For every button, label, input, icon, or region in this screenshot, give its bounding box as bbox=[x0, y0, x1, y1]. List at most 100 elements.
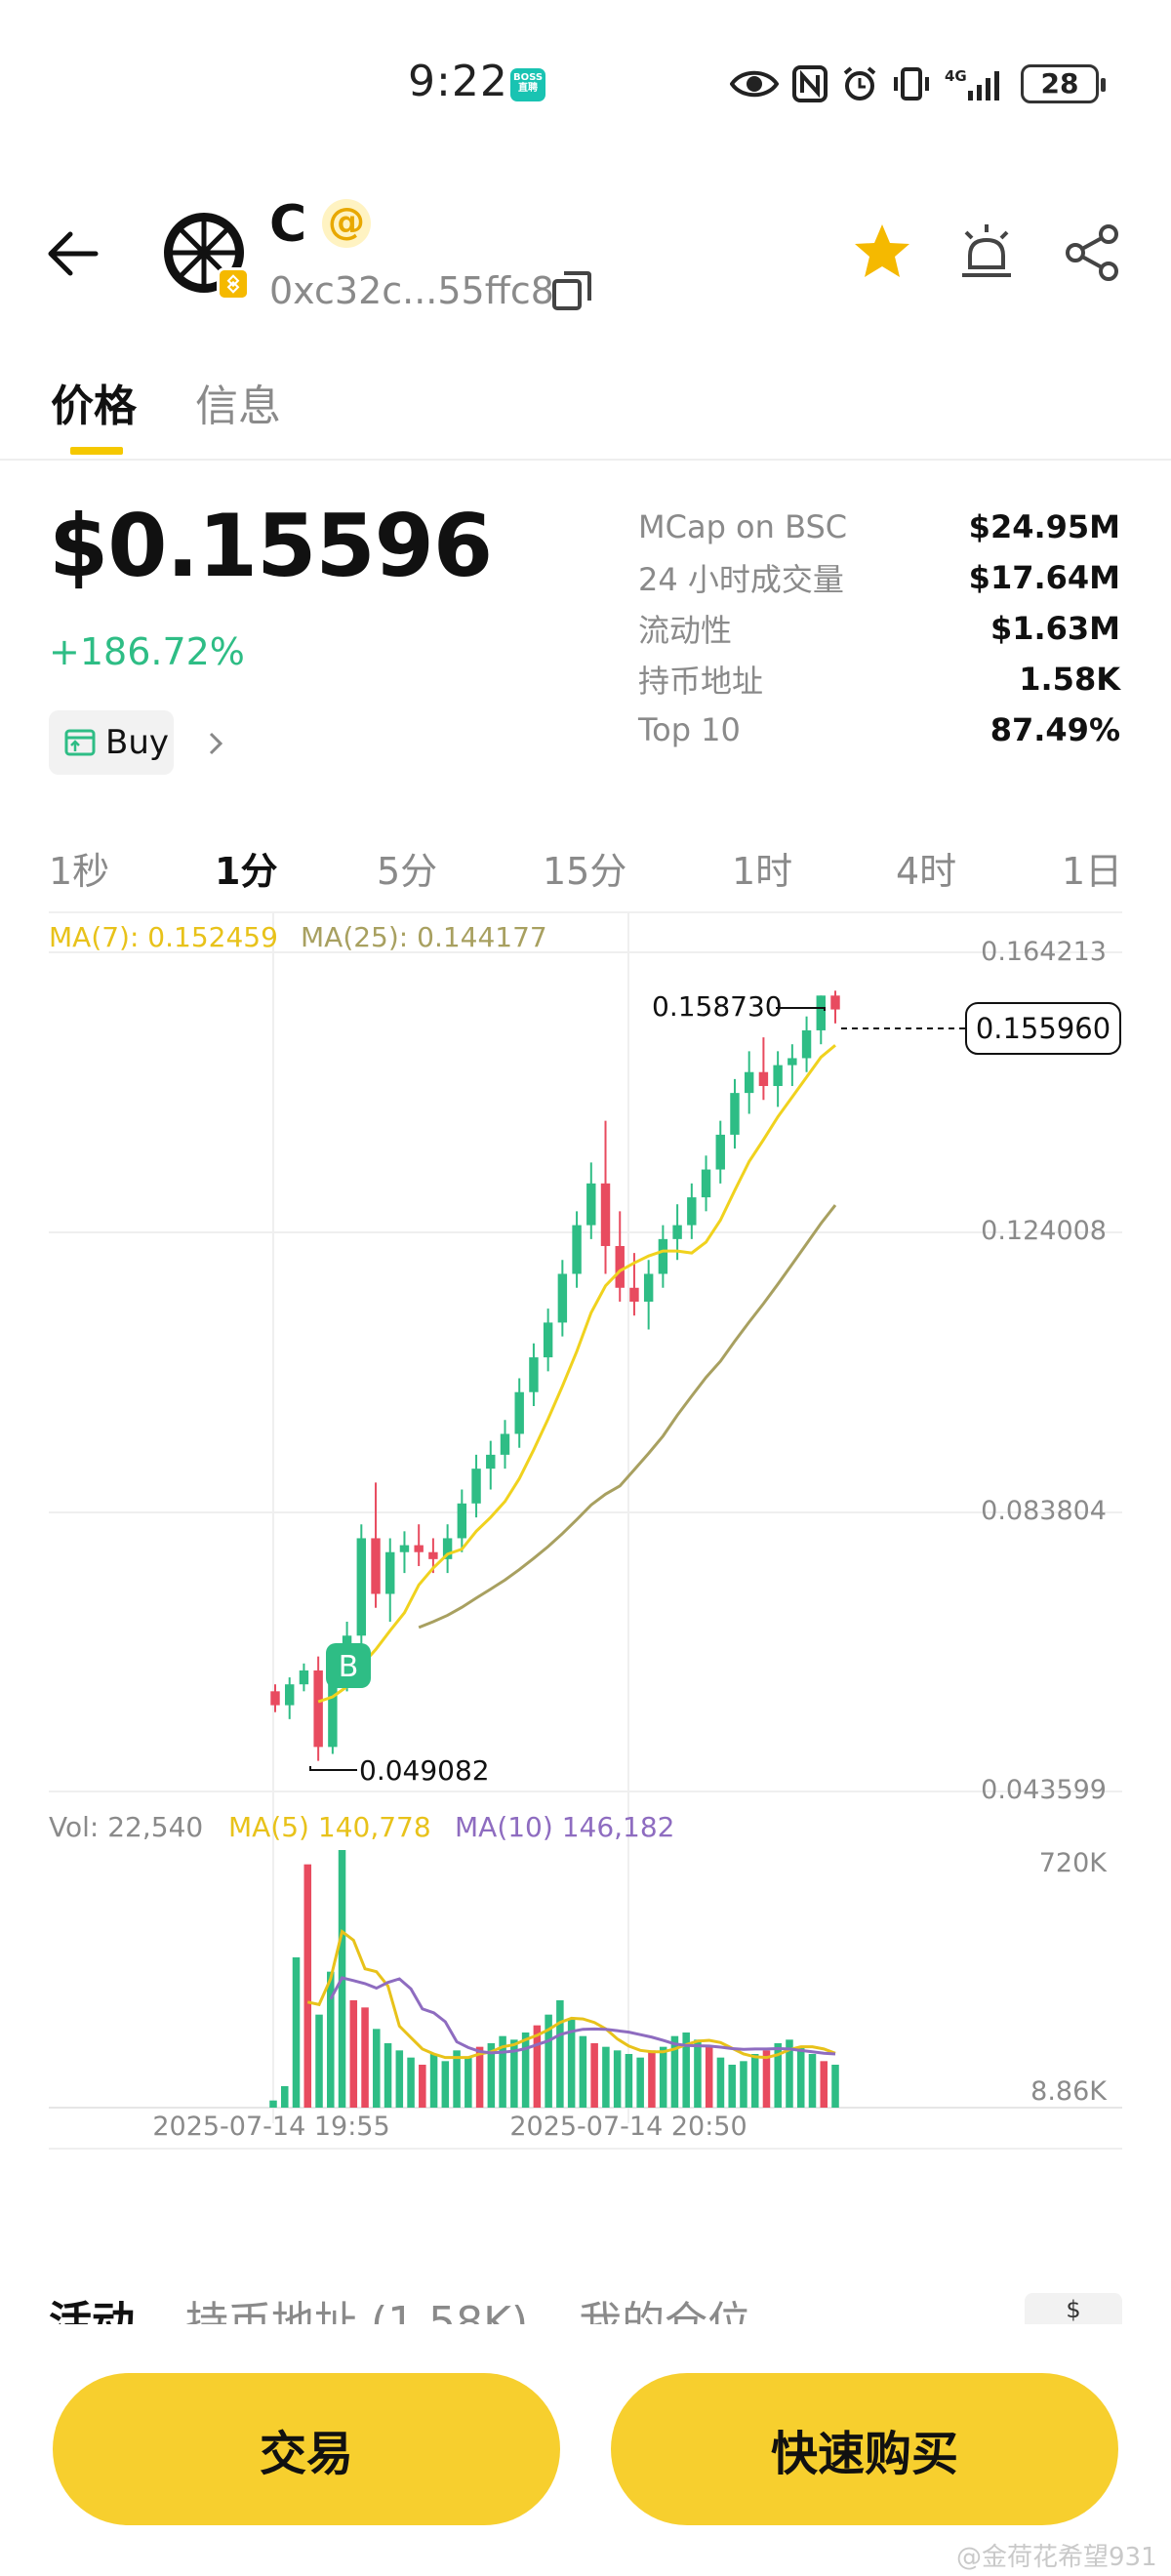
candle bbox=[285, 1684, 295, 1706]
stat-label: Top 10 bbox=[638, 711, 741, 748]
volume-bar bbox=[349, 2000, 358, 2108]
stat-label: 24 小时成交量 bbox=[638, 561, 844, 598]
volume-bar bbox=[464, 2057, 472, 2108]
volume-bar bbox=[419, 2065, 426, 2108]
tab-info[interactable]: 信息 bbox=[195, 382, 281, 431]
y-tick-label: 0.083804 bbox=[981, 1496, 1107, 1526]
stat-label: 持币地址 bbox=[638, 663, 764, 700]
current-price-label: 0.155960 bbox=[976, 1012, 1110, 1045]
price-alert-icon[interactable] bbox=[956, 221, 1017, 283]
volume-bar bbox=[613, 2050, 622, 2108]
nfc-icon bbox=[792, 65, 828, 102]
volume-bar bbox=[303, 1864, 312, 2108]
timeframe-1m[interactable]: 1分 bbox=[215, 850, 278, 893]
volume-bar bbox=[774, 2043, 782, 2108]
candle bbox=[744, 1071, 754, 1094]
volume-bar bbox=[395, 2050, 404, 2108]
timeframe-1d[interactable]: 1日 bbox=[1062, 850, 1123, 893]
candle bbox=[385, 1551, 395, 1594]
candle bbox=[299, 1670, 309, 1685]
volume-bar bbox=[636, 2057, 644, 2108]
volume-bar bbox=[533, 2025, 542, 2108]
timeframe-4h[interactable]: 4时 bbox=[896, 850, 957, 893]
volume-bar bbox=[694, 2039, 702, 2108]
eye-icon bbox=[730, 70, 779, 98]
high-marker-line bbox=[776, 1007, 826, 1011]
section-tab-activity[interactable]: 活动 bbox=[49, 2298, 135, 2326]
volume-bar bbox=[579, 2035, 587, 2108]
candle bbox=[457, 1503, 467, 1539]
candle bbox=[701, 1169, 711, 1198]
vol-ma10-label: MA(10) 146,182 bbox=[455, 1811, 674, 1843]
candle bbox=[428, 1551, 438, 1559]
volume-bar bbox=[292, 1957, 301, 2108]
section-tab-positions[interactable]: 我的仓位 bbox=[579, 2298, 751, 2326]
vol-ma5-label: MA(5) 140,778 bbox=[228, 1811, 431, 1843]
candle bbox=[471, 1469, 481, 1504]
timeframe-15m[interactable]: 15分 bbox=[543, 850, 627, 893]
vol-tick-label: 8.86K bbox=[1030, 2076, 1108, 2107]
volume-bar bbox=[521, 2033, 530, 2108]
share-icon[interactable] bbox=[1062, 222, 1122, 283]
candle bbox=[529, 1357, 539, 1392]
timeframe-5m[interactable]: 5分 bbox=[377, 850, 438, 893]
volume-bar bbox=[796, 2046, 805, 2108]
timeframe-1s[interactable]: 1秒 bbox=[49, 850, 110, 893]
y-tick-label: 0.043599 bbox=[981, 1775, 1107, 1805]
ma25-line bbox=[418, 1204, 837, 1630]
chevron-right-icon[interactable] bbox=[205, 726, 228, 761]
volume-bar bbox=[648, 2050, 656, 2108]
x-tick-label: 2025-07-14 20:50 bbox=[509, 2112, 747, 2142]
at-icon[interactable]: @ bbox=[322, 199, 371, 248]
candle bbox=[672, 1225, 682, 1239]
quick-buy-button[interactable]: 快速购买 bbox=[611, 2373, 1118, 2525]
tab-price[interactable]: 价格 bbox=[51, 382, 137, 431]
copy-icon[interactable] bbox=[550, 269, 593, 312]
status-icons: 4G 28 bbox=[730, 62, 1106, 105]
volume-bar bbox=[740, 2061, 747, 2108]
volume-bar bbox=[786, 2039, 793, 2108]
volume-bar bbox=[280, 2086, 289, 2108]
candle bbox=[586, 1183, 596, 1226]
stat-value: 1.58K bbox=[1019, 661, 1120, 698]
volume-bar bbox=[705, 2046, 713, 2108]
price-chart[interactable]: MA(7): 0.152459 MA(25): 0.144177 0.16421… bbox=[0, 913, 1171, 2153]
watermark: @金荷花希望931 bbox=[956, 2543, 1157, 2572]
section-tab-holders[interactable]: 持币地址 (1.58K) bbox=[185, 2298, 529, 2326]
candle bbox=[730, 1093, 740, 1135]
candle bbox=[658, 1238, 668, 1274]
candle bbox=[687, 1197, 697, 1226]
currency-label: $ bbox=[1066, 2296, 1081, 2323]
candle bbox=[830, 995, 840, 1010]
candle bbox=[500, 1433, 510, 1455]
volume-bar bbox=[487, 2043, 496, 2108]
currency-toggle[interactable]: $ bbox=[1025, 2293, 1122, 2326]
buy-button-label: Buy bbox=[105, 723, 169, 762]
low-marker-label: 0.049082 bbox=[359, 1754, 490, 1787]
trade-button[interactable]: 交易 bbox=[53, 2373, 560, 2525]
vol-tick-label: 720K bbox=[1039, 1848, 1109, 1878]
timeframe-1h[interactable]: 1时 bbox=[732, 850, 793, 893]
volume-bar bbox=[510, 2039, 518, 2108]
volume-bar bbox=[327, 1971, 335, 2108]
contract-address[interactable]: 0xc32c...55ffc8 bbox=[269, 269, 554, 312]
candle bbox=[313, 1670, 323, 1748]
y-tick-label: 0.164213 bbox=[981, 937, 1107, 967]
volume-bar bbox=[762, 2050, 771, 2108]
candle bbox=[399, 1545, 410, 1552]
volume-bar bbox=[556, 2000, 564, 2108]
buy-marker-label: B bbox=[339, 1650, 359, 1684]
back-arrow-icon[interactable] bbox=[43, 226, 101, 281]
network-type: 4G bbox=[945, 67, 967, 85]
volume-bar bbox=[545, 2014, 552, 2108]
volume-bar bbox=[407, 2057, 415, 2108]
bsc-chain-icon bbox=[217, 267, 250, 301]
favorite-star-icon[interactable] bbox=[851, 221, 913, 283]
candle bbox=[600, 1183, 611, 1246]
volume-bar bbox=[808, 2054, 817, 2108]
token-symbol: C bbox=[269, 195, 307, 254]
boss-app-badge: BOSS 直聘 bbox=[510, 68, 545, 101]
stat-holders: 持币地址 1.58K bbox=[638, 654, 1120, 704]
candle bbox=[572, 1225, 582, 1274]
buy-button[interactable]: Buy bbox=[49, 710, 174, 775]
